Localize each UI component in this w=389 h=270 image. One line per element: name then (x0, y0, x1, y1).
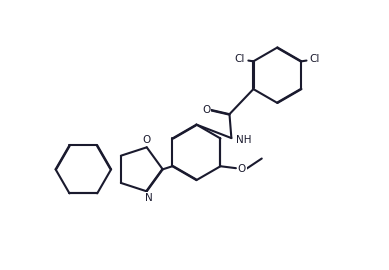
Text: NH: NH (236, 135, 252, 145)
Text: N: N (145, 193, 152, 203)
Text: O: O (238, 164, 246, 174)
Text: O: O (143, 135, 151, 145)
Text: O: O (202, 104, 210, 114)
Text: Cl: Cl (310, 54, 320, 65)
Text: Cl: Cl (235, 54, 245, 65)
